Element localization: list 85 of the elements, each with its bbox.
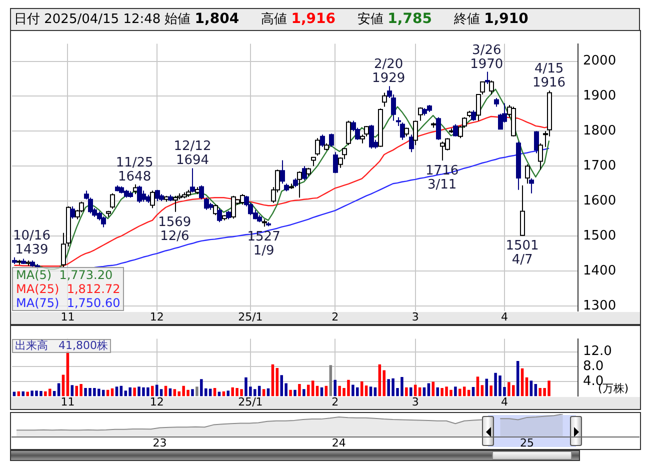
y-tick-label: 1300	[583, 298, 616, 314]
x-tick-label: 3	[412, 310, 419, 324]
x-tick-label: 4	[500, 310, 508, 324]
bar	[57, 383, 60, 396]
bar	[306, 384, 310, 396]
bar	[476, 376, 480, 396]
bar	[75, 386, 78, 396]
series-label: MA(25) 1,812.72	[16, 282, 120, 296]
bar	[530, 380, 533, 396]
bar	[409, 387, 412, 396]
x-tick-label: 2	[332, 310, 339, 324]
bar	[427, 383, 430, 396]
bar	[458, 388, 462, 396]
bar	[490, 385, 492, 396]
bar	[262, 389, 266, 396]
chart-title: 出来高 41,800株	[12, 338, 111, 353]
text: 始値 1,804	[164, 11, 240, 27]
bar	[155, 384, 158, 396]
x-tick-label: 24	[332, 436, 346, 450]
bar	[133, 388, 136, 396]
annotation: 1569 12/6	[158, 214, 192, 244]
y-tick-label: 1600	[583, 193, 616, 208]
annotation: 12/12 1694	[174, 139, 212, 168]
text: 終値 1,910	[454, 11, 528, 27]
y-tick-label: 1400	[583, 263, 616, 278]
text: 安値 1,785	[358, 11, 432, 27]
x-tick-label: 2	[332, 396, 339, 409]
x-tick-label: 23	[152, 436, 167, 450]
annotation: 10/16 1439	[13, 228, 50, 258]
x-tick-label: 11	[60, 396, 75, 409]
x-tick-label: 12	[150, 310, 164, 324]
x-tick-label: 3	[412, 396, 419, 409]
annotation: 2/20 1929	[372, 57, 406, 86]
bar	[26, 392, 29, 396]
chart-title: 日付 2025/04/15 12:48	[14, 12, 161, 27]
annotation: 4/15 1916	[532, 62, 566, 91]
bar	[115, 386, 118, 396]
text: MA(75) 1,750.60	[16, 296, 120, 310]
bar	[520, 368, 524, 396]
bar	[516, 361, 520, 396]
bar	[173, 389, 176, 396]
series-label: MA(5) 1,773.20	[16, 268, 114, 282]
bar	[311, 380, 314, 396]
y-tick-label: 1700	[583, 158, 616, 174]
bar	[200, 379, 203, 396]
x-tick-label: 12	[150, 396, 164, 409]
x-tick-label: 25	[520, 436, 534, 450]
bar	[191, 389, 194, 396]
bar	[151, 386, 154, 396]
annotation: 1501 4/7	[506, 238, 539, 268]
bar	[436, 387, 439, 396]
bar	[289, 390, 292, 396]
bar	[454, 386, 457, 396]
annotation: 11/25 1648	[116, 155, 154, 184]
x-tick-label: 25/1	[238, 396, 263, 409]
y-tick-label: 8.0	[583, 358, 604, 374]
annotation: 3/26 1970	[470, 42, 504, 72]
annotation: 1527 1/9	[247, 230, 280, 259]
x-tick-label: 11	[60, 310, 75, 324]
bar	[62, 374, 65, 396]
y-tick-label: 12.0	[583, 344, 612, 360]
bar	[226, 390, 230, 396]
x-tick-label: 25/1	[238, 310, 263, 324]
bar	[334, 380, 336, 396]
bar	[302, 389, 306, 396]
bar	[196, 386, 198, 396]
y-tick-label: 1800	[583, 124, 616, 139]
x-tick-label: 4	[500, 396, 508, 409]
bar	[512, 385, 515, 396]
y-tick-label: 1500	[583, 228, 616, 244]
y-tick-label: 1900	[583, 88, 616, 104]
bar	[298, 384, 301, 396]
text: 高値 1,916	[261, 11, 336, 27]
bar	[124, 390, 128, 396]
bar	[414, 384, 417, 396]
bar	[294, 390, 296, 396]
bar	[128, 387, 132, 396]
y-tick-label: 2000	[583, 54, 616, 69]
bar	[160, 389, 163, 396]
bar	[462, 386, 466, 396]
bar	[280, 375, 284, 396]
bar	[369, 386, 372, 396]
bar	[276, 368, 279, 396]
bar	[405, 387, 408, 396]
bar	[329, 365, 332, 396]
